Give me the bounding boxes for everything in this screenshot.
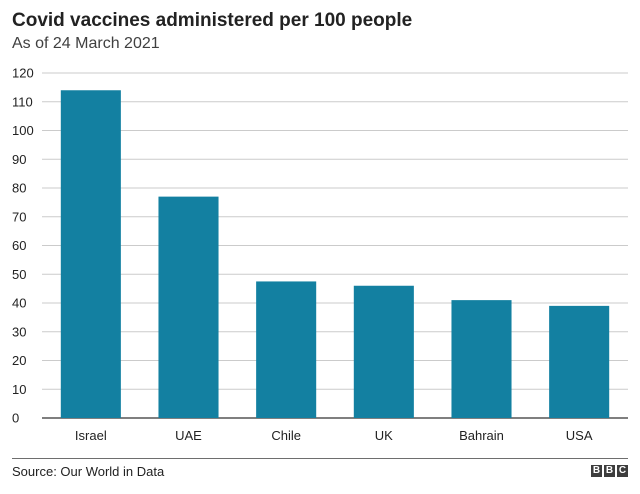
y-tick-label: 40 <box>12 296 26 311</box>
chart-subtitle: As of 24 March 2021 <box>12 35 160 52</box>
x-category-label: Chile <box>271 428 301 443</box>
x-category-label: Bahrain <box>459 428 504 443</box>
bar-chart: 0 10 20 30 40 50 60 70 80 90 100 110 120 Israel UAE Chi… <box>12 66 628 443</box>
x-category-label: UK <box>375 428 393 443</box>
y-tick-label: 70 <box>12 209 26 224</box>
chart-title: Covid vaccines administered per 100 peop… <box>12 10 413 31</box>
bar-uae <box>158 196 219 418</box>
y-tick-label: 120 <box>12 66 34 81</box>
bar-bahrain <box>451 300 512 418</box>
y-tick-label: 50 <box>12 267 26 282</box>
y-tick-label: 30 <box>12 324 26 339</box>
x-category-label: USA <box>566 428 593 443</box>
footer-divider <box>12 458 628 459</box>
y-tick-label: 80 <box>12 181 26 196</box>
bar-chile <box>256 281 317 418</box>
bbc-logo: B B C <box>591 465 628 477</box>
bar-usa <box>549 305 610 418</box>
y-tick-label: 10 <box>12 382 26 397</box>
y-tick-label: 100 <box>12 123 34 138</box>
y-tick-label: 20 <box>12 353 26 368</box>
y-tick-label: 90 <box>12 152 26 167</box>
x-category-label: UAE <box>175 428 202 443</box>
bar-israel <box>60 90 121 418</box>
x-category-label: Israel <box>75 428 107 443</box>
y-tick-label: 0 <box>12 411 19 426</box>
source-note: Source: Our World in Data <box>12 464 165 479</box>
y-tick-label: 110 <box>12 94 33 109</box>
bar-uk <box>353 285 414 418</box>
bbc-logo-letter: B <box>591 465 602 477</box>
bbc-logo-letter: C <box>617 465 628 477</box>
y-tick-label: 60 <box>12 238 26 253</box>
bbc-logo-letter: B <box>604 465 615 477</box>
